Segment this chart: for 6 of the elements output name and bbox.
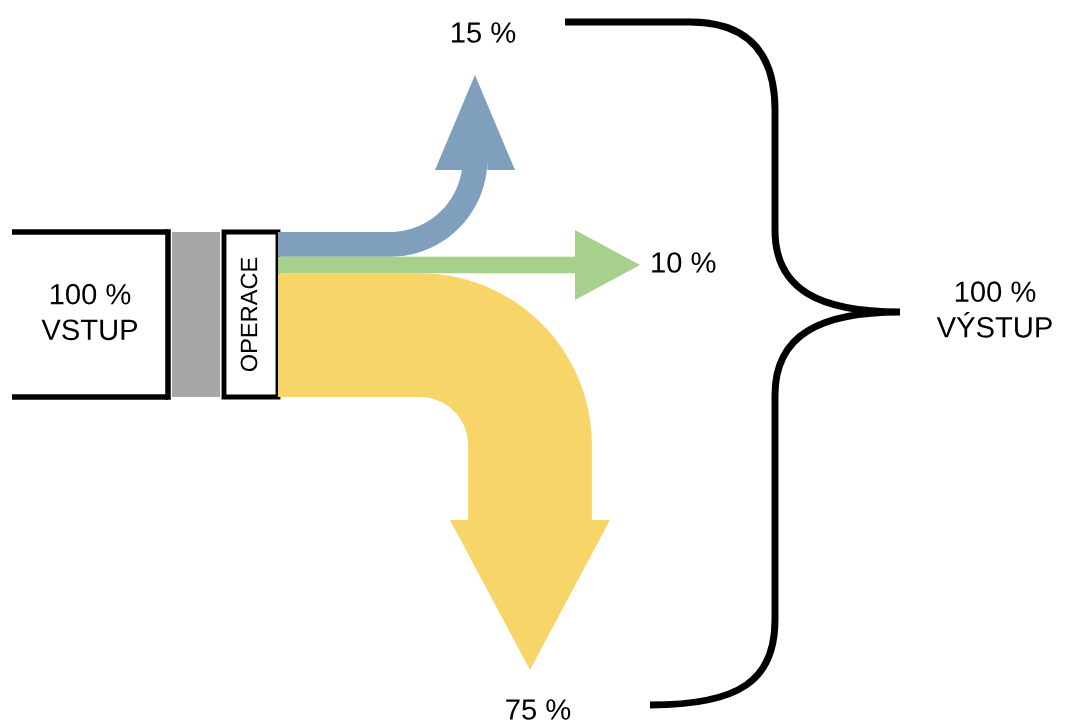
- data-label: 10 %: [652, 252, 716, 273]
- data-label: 15 %: [451, 22, 516, 43]
- data-label: 75 %: [506, 699, 571, 720]
- text: OPERACE: [240, 257, 258, 372]
- text: 100 % VSTUP: [41, 283, 138, 341]
- text: 100 % VÝSTUP: [936, 281, 1052, 338]
